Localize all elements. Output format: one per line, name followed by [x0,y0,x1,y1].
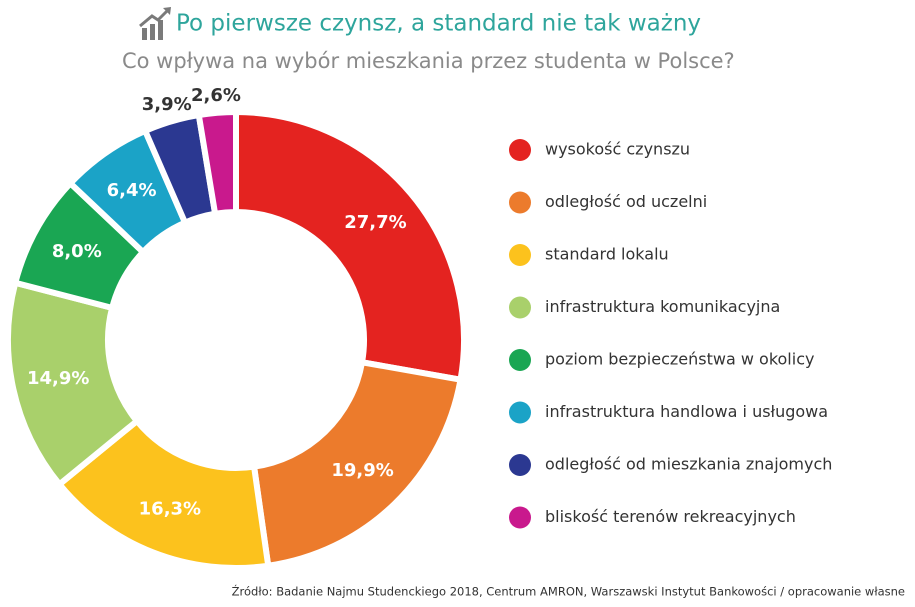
legend-label: bliskość terenów rekreacyjnych [545,507,796,526]
data-label: 27,7% [344,212,406,233]
legend-label: standard lokalu [545,245,669,264]
legend-label: odległość od uczelni [545,192,707,211]
legend-label: infrastruktura handlowa i usługowa [545,402,828,421]
data-label: 14,9% [27,368,89,389]
legend-swatch [509,454,531,476]
source-note: Źródło: Badanie Najmu Studenckiego 2018,… [232,584,905,599]
data-label: 6,4% [107,180,157,201]
data-label: 3,9% [142,94,192,115]
data-label: 19,9% [331,460,393,481]
donut-segment [250,358,465,570]
title-icon [139,7,171,40]
donut-segment [5,279,142,489]
legend-label: poziom bezpieczeństwa w okolicy [545,350,814,369]
legend-label: odległość od mieszkania znajomych [545,455,832,474]
legend-label: wysokość czynszu [545,140,690,159]
donut-segment [233,108,467,384]
legend-swatch [509,506,531,529]
chart-title: Po pierwsze czynsz, a standard nie tak w… [176,11,701,37]
legend-label: infrastruktura komunikacyjna [545,297,780,316]
donut-segment [55,416,272,571]
donut-segment [195,108,239,218]
data-label: 2,6% [191,85,241,106]
legend-swatch [509,296,531,319]
chart-subtitle: Co wpływa na wybór mieszkania przez stud… [122,49,735,73]
legend-swatch [509,139,531,161]
legend-swatch [509,244,531,266]
legend-swatch [509,349,531,371]
data-label: 8,0% [52,241,102,262]
legend-swatch [509,401,531,424]
data-label: 16,3% [139,499,201,520]
legend-swatch [509,191,531,214]
